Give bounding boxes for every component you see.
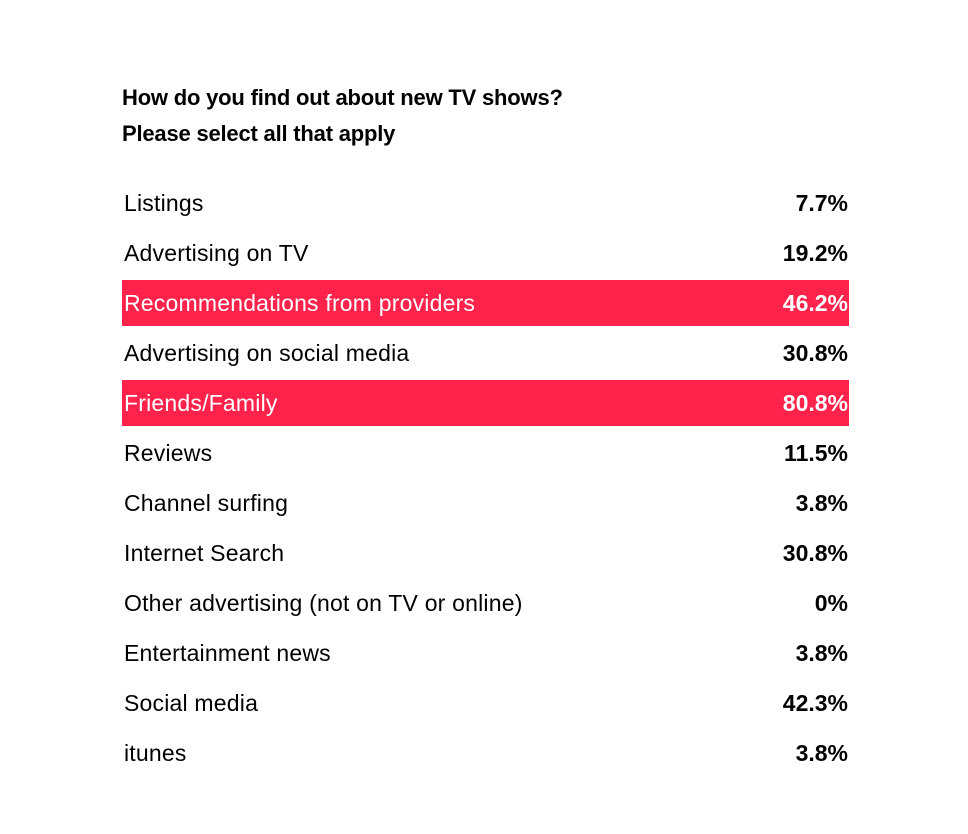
table-row: Advertising on social media 30.8%: [122, 330, 849, 376]
row-value: 3.8%: [795, 489, 848, 516]
table-row: Listings 7.7%: [122, 180, 849, 226]
row-label: Recommendations from providers: [124, 289, 476, 316]
row-label: Social media: [124, 689, 259, 716]
chart-title: How do you find out about new TV shows?: [122, 85, 563, 110]
row-label: Friends/Family: [124, 389, 278, 416]
row-label: Entertainment news: [124, 639, 331, 666]
row-label: itunes: [124, 739, 187, 766]
table-row: Advertising on TV 19.2%: [122, 230, 849, 276]
row-label: Other advertising (not on TV or online): [124, 589, 523, 616]
row-label: Advertising on social media: [124, 339, 410, 366]
table-row-highlighted: Friends/Family 80.8%: [122, 380, 849, 426]
table-row: Entertainment news 3.8%: [122, 630, 849, 676]
row-label: Internet Search: [124, 539, 285, 566]
row-label: Advertising on TV: [124, 239, 309, 266]
table-row: Social media 42.3%: [122, 680, 849, 726]
row-value: 80.8%: [782, 389, 848, 416]
row-value: 0%: [814, 589, 848, 616]
table-row: Reviews 11.5%: [122, 430, 849, 476]
row-value: 3.8%: [795, 639, 848, 666]
row-value: 30.8%: [782, 339, 848, 366]
chart-header: How do you find out about new TV shows? …: [122, 80, 563, 152]
row-value: 30.8%: [782, 539, 848, 566]
row-value: 7.7%: [795, 189, 848, 216]
row-value: 11.5%: [784, 439, 848, 466]
results-table: Listings 7.7% Advertising on TV 19.2% Recomm…: [122, 180, 849, 780]
table-row: Channel surfing 3.8%: [122, 480, 849, 526]
row-label: Listings: [124, 189, 204, 216]
row-label: Channel surfing: [124, 489, 289, 516]
table-row: Other advertising (not on TV or online) 0…: [122, 580, 849, 626]
chart-subtitle: Please select all that apply: [122, 121, 396, 146]
row-label: Reviews: [124, 439, 213, 466]
row-value: 19.2%: [782, 239, 848, 266]
row-value: 46.2%: [782, 289, 848, 316]
row-value: 3.8%: [795, 739, 848, 766]
table-row-highlighted: Recommendations from providers 46.2%: [122, 280, 849, 326]
table-row: Internet Search 30.8%: [122, 530, 849, 576]
table-row: itunes 3.8%: [122, 730, 849, 776]
row-value: 42.3%: [782, 689, 848, 716]
